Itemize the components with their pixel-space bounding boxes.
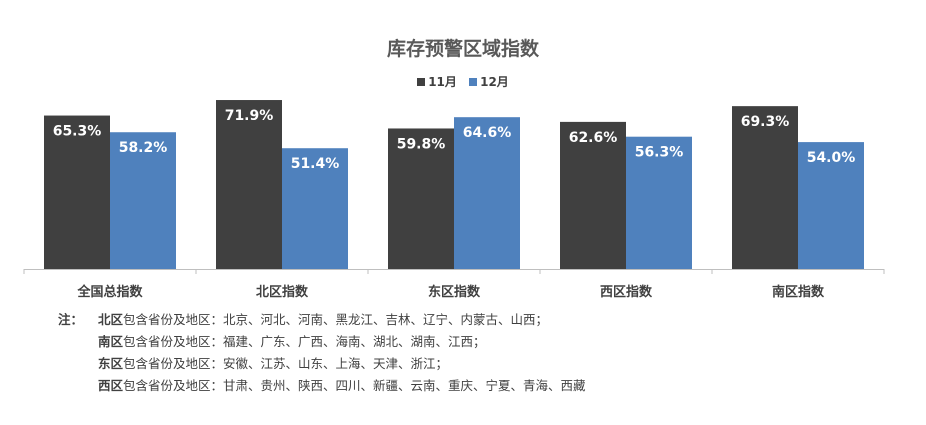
data-label-dec-3: 56.3% <box>635 145 684 161</box>
legend-swatch-nov <box>417 78 426 86</box>
note-region-south: 南区 <box>98 334 124 349</box>
category-label-2: 东区指数 <box>428 284 481 300</box>
note-line-east: 东区包含省份及地区：安徽、江苏、山东、上海、天津、浙江； <box>58 353 586 375</box>
bar-dec-4 <box>798 142 864 269</box>
chart-title: 库存预警区域指数 <box>386 38 539 60</box>
bar-nov-4 <box>732 106 798 270</box>
category-label-3: 西区指数 <box>600 284 653 300</box>
legend: 11月 12月 <box>0 73 926 90</box>
bar-chart: 65.3% 58.2% 全国总指数 71.9% 51.4% 北区指数 59.8% 64.6% 东… <box>23 100 885 300</box>
bar-dec-1 <box>282 148 348 269</box>
data-label-nov-2: 59.8% <box>397 136 446 152</box>
legend-item-dec: 12月 <box>469 73 509 90</box>
data-label-dec-4: 54.0% <box>807 150 856 166</box>
bar-dec-2 <box>454 117 520 269</box>
category-label-1: 北区指数 <box>256 284 309 300</box>
data-label-nov-4: 69.3% <box>741 114 790 130</box>
category-label-4: 南区指数 <box>772 284 825 300</box>
note-text-south: 包含省份及地区：福建、广东、广西、海南、湖北、湖南、江西； <box>123 334 486 349</box>
bar-nov-2 <box>388 128 454 269</box>
data-label-dec-2: 64.6% <box>463 125 512 141</box>
note-line-south: 南区包含省份及地区：福建、广东、广西、海南、湖北、湖南、江西； <box>58 331 586 353</box>
note-line-west: 西区包含省份及地区：甘肃、贵州、陕西、四川、新疆、云南、重庆、宁夏、青海、西藏 <box>58 375 586 397</box>
note-region-north: 北区 <box>98 312 124 327</box>
data-label-dec-1: 51.4% <box>291 156 340 172</box>
legend-swatch-dec <box>469 78 478 86</box>
legend-label-dec: 12月 <box>480 75 509 89</box>
legend-item-nov: 11月 <box>417 73 457 90</box>
note-region-east: 东区 <box>98 356 124 371</box>
data-label-nov-3: 62.6% <box>569 130 618 146</box>
category-label-0: 全国总指数 <box>76 284 143 300</box>
note-prefix: 注： <box>58 312 84 327</box>
note-line-north: 注： 北区包含省份及地区：北京、河北、河南、黑龙江、吉林、辽宁、内蒙古、山西； <box>58 309 586 331</box>
bar-nov-3 <box>560 121 626 269</box>
note-text-east: 包含省份及地区：安徽、江苏、山东、上海、天津、浙江； <box>123 356 449 371</box>
note-text-north: 包含省份及地区：北京、河北、河南、黑龙江、吉林、辽宁、内蒙古、山西； <box>123 312 549 327</box>
bar-dec-0 <box>110 132 176 269</box>
data-label-dec-0: 58.2% <box>119 140 168 156</box>
legend-label-nov: 11月 <box>428 75 457 89</box>
bar-nov-0 <box>44 115 110 269</box>
data-label-nov-0: 65.3% <box>53 124 102 140</box>
bar-nov-1 <box>216 100 282 269</box>
note-text-west: 包含省份及地区：甘肃、贵州、陕西、四川、新疆、云南、重庆、宁夏、青海、西藏 <box>123 378 586 393</box>
data-label-nov-1: 71.9% <box>225 108 274 124</box>
notes: 注： 北区包含省份及地区：北京、河北、河南、黑龙江、吉林、辽宁、内蒙古、山西； 南… <box>58 309 586 397</box>
bar-dec-3 <box>626 136 692 269</box>
note-region-west: 西区 <box>98 378 124 393</box>
